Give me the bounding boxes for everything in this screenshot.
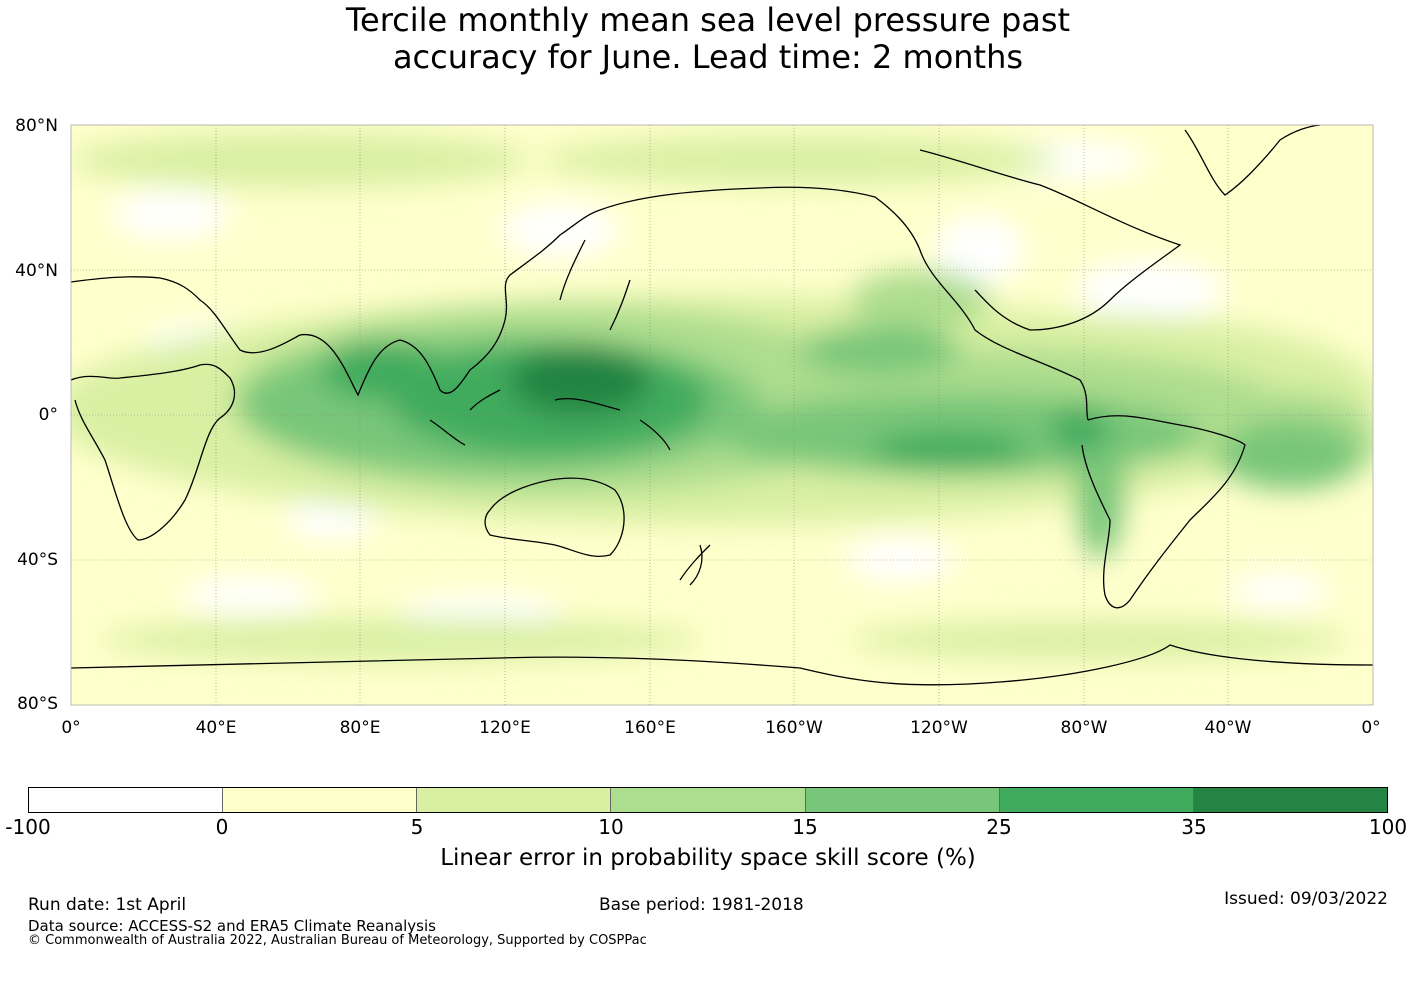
run-date: Run date: 1st April: [28, 895, 187, 915]
map-title-line-1: Tercile monthly mean sea level pressure …: [345, 1, 1071, 39]
map-gridlines: [71, 125, 1373, 705]
base-period: Base period: 1981-2018: [599, 895, 804, 915]
colorbar-tick-label: -100: [5, 815, 51, 839]
lon-label-160w: 160°W: [765, 718, 823, 738]
colorbar-segment: [999, 788, 1194, 812]
colorbar-tick-label: 5: [410, 815, 424, 839]
lon-label-0-east: 0°: [1361, 718, 1381, 738]
lat-label-80s: 80°S: [17, 694, 58, 714]
map-title-line-2: accuracy for June. Lead time: 2 months: [392, 38, 1024, 76]
colorbar-segment: [1193, 788, 1387, 812]
map-plot-area: [71, 125, 1373, 705]
colorbar: [28, 787, 1388, 813]
skill-score-field: [71, 132, 1373, 662]
colorbar-segment: [29, 788, 224, 812]
colorbar-segment: [805, 788, 1000, 812]
colorbar-segment: [611, 788, 806, 812]
colorbar-tick-label: 25: [986, 815, 1012, 839]
colorbar-tick-label: 15: [792, 815, 818, 839]
colorbar-tick-label: 35: [1181, 815, 1207, 839]
lon-label-40e: 40°E: [195, 718, 237, 738]
data-source: Data source: ACCESS-S2 and ERA5 Climate …: [28, 917, 436, 935]
lon-label-80w: 80°W: [1060, 718, 1108, 738]
colorbar-label: Linear error in probability space skill …: [440, 845, 976, 871]
lat-label-40s: 40°S: [17, 550, 58, 570]
lon-label-120w: 120°W: [910, 718, 968, 738]
skill-score-map: [70, 124, 1374, 706]
colorbar-segment: [417, 788, 612, 812]
colorbar-tick-label: 0: [215, 815, 229, 839]
lon-label-40w: 40°W: [1204, 718, 1252, 738]
lon-label-0-west: 0°: [61, 718, 81, 738]
lat-label-0: 0°: [38, 405, 58, 425]
lon-label-160e: 160°E: [624, 718, 676, 738]
map-frame: [70, 124, 1374, 706]
lon-label-120e: 120°E: [479, 718, 531, 738]
coastlines: [71, 125, 1373, 686]
colorbar-tick-label: 100: [1368, 815, 1408, 839]
lon-label-80e: 80°E: [339, 718, 381, 738]
colorbar-segment: [223, 788, 418, 812]
lat-label-40n: 40°N: [15, 261, 58, 281]
copyright-notice: © Commonwealth of Australia 2022, Austra…: [28, 933, 647, 948]
lat-label-80n: 80°N: [15, 116, 58, 136]
issued-date: Issued: 09/03/2022: [1224, 889, 1388, 909]
colorbar-tick-label: 10: [598, 815, 624, 839]
